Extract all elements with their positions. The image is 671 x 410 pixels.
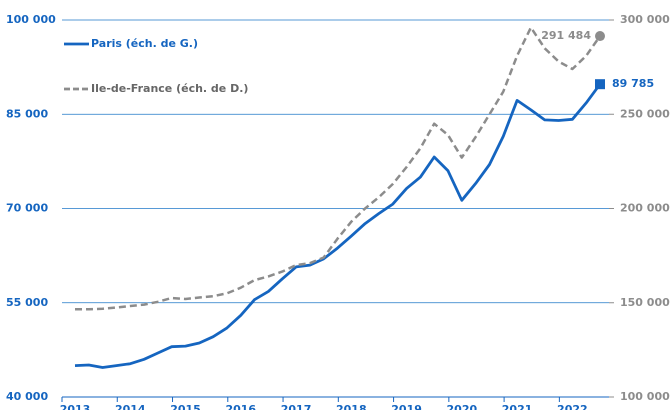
y2-tick-label: 200 000 [620,202,670,215]
y-tick-label: 40 000 [6,390,48,403]
end-marker [595,79,605,90]
value-label: 89 785 [612,77,654,90]
x-tick-label: 2016 [225,403,256,410]
y2-tick-label: 250 000 [620,107,670,120]
value-label: 291 484 [541,29,591,42]
y2-tick-label: 100 000 [620,390,670,403]
x-tick-label: 2020 [447,403,478,410]
legend-label: Paris (éch. de G.) [91,37,198,50]
x-tick-label: 2022 [557,403,588,410]
y-tick-label: 85 000 [6,107,48,120]
series-line [75,26,602,311]
y-tick-label: 70 000 [6,202,48,215]
x-tick-label: 2017 [281,403,312,410]
x-tick-label: 2019 [391,403,422,410]
y2-tick-label: 150 000 [620,296,670,309]
end-marker [595,31,605,42]
x-tick-label: 2014 [115,403,146,410]
y2-tick-label: 300 000 [620,13,670,26]
x-tick-label: 2018 [336,403,367,410]
x-tick-label: 2021 [502,403,533,410]
y-tick-label: 55 000 [6,296,48,309]
y-tick-label: 100 000 [6,13,56,26]
x-tick-label: 2013 [60,403,91,410]
legend-label: Ile-de-France (éch. de D.) [91,82,248,95]
x-tick-label: 2015 [170,403,201,410]
series-line [74,83,602,369]
